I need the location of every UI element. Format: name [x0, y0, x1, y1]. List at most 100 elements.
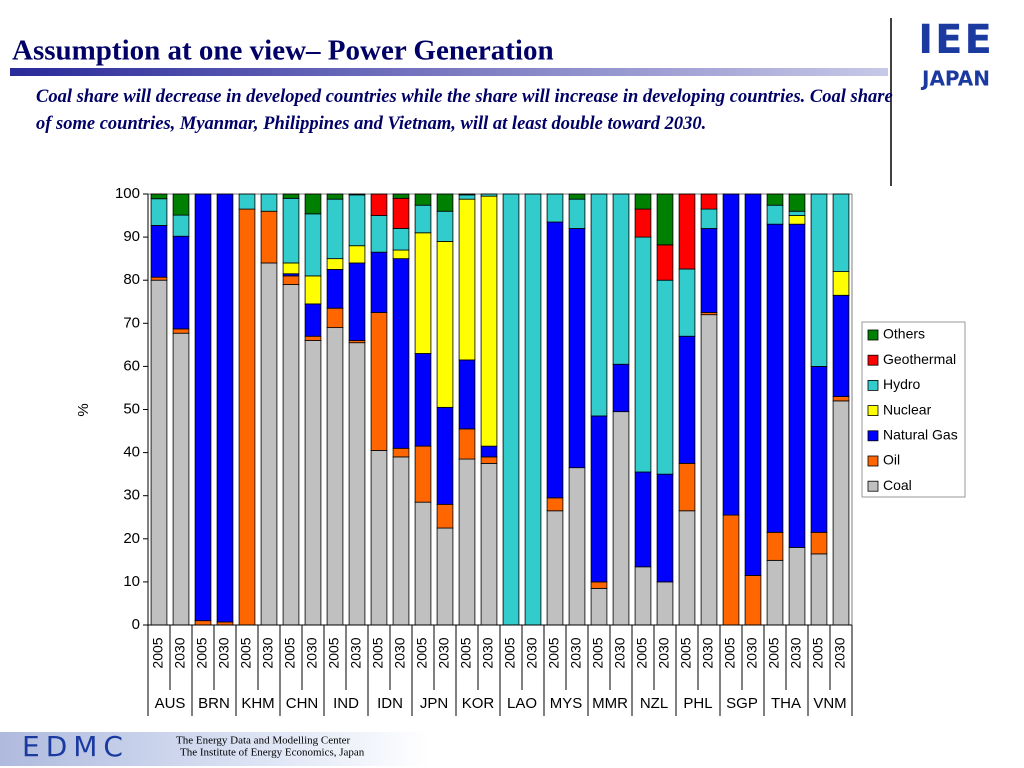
bar-segment: [810, 531, 828, 555]
footer-line: The Institute of Energy Economics, Japan: [180, 747, 365, 759]
bar-segment: [700, 314, 718, 626]
y-tick-label: 10: [123, 573, 140, 590]
group-label: CHN: [286, 695, 319, 712]
bar-segment: [678, 510, 696, 626]
bar-segment: [766, 559, 784, 626]
x-tick-label: 2030: [656, 637, 672, 668]
bar-segment: [568, 228, 586, 469]
group-label: PHL: [683, 695, 712, 712]
bar-segment: [458, 198, 476, 361]
bar-segment: [326, 193, 344, 200]
bar-segment: [304, 335, 322, 341]
bar-segment: [282, 262, 300, 275]
bar-segment: [832, 396, 850, 402]
group-label: LAO: [507, 695, 537, 712]
y-tick-label: 70: [123, 314, 140, 331]
bar-segment: [414, 193, 432, 206]
bar-segment: [788, 210, 806, 216]
bar-segment: [832, 271, 850, 296]
bar-segment: [150, 276, 168, 281]
x-tick-label: 2005: [766, 637, 782, 668]
bar-segment: [480, 193, 498, 197]
slide-title: Assumption at one view– Power Generation: [12, 35, 554, 67]
bar-segment: [480, 456, 498, 464]
legend-label: Nuclear: [883, 401, 932, 417]
bar-segment: [150, 225, 168, 278]
x-tick-label: 2030: [700, 637, 716, 668]
bar-segment: [700, 208, 718, 229]
bar-segment: [282, 275, 300, 285]
group-label: VNM: [813, 695, 846, 712]
y-tick-label: 80: [123, 271, 140, 288]
bar-segment: [678, 335, 696, 464]
bar-segment: [414, 445, 432, 503]
bar-segment: [348, 194, 366, 247]
bar-segment: [766, 193, 784, 206]
x-tick-label: 2005: [326, 637, 342, 668]
bar-segment: [172, 193, 190, 216]
bar-segment: [414, 501, 432, 626]
bar-segment: [524, 193, 542, 626]
x-tick-label: 2030: [524, 637, 540, 668]
x-tick-label: 2005: [590, 637, 606, 668]
bar-segment: [304, 213, 322, 277]
bar-segment: [502, 193, 520, 626]
legend-label: Others: [883, 326, 925, 342]
bar-segment: [392, 193, 410, 199]
y-tick-label: 60: [123, 357, 140, 374]
group-label: NZL: [640, 695, 668, 712]
bar-segment: [436, 406, 454, 505]
bar-segment: [392, 249, 410, 260]
bar-segment: [436, 241, 454, 408]
x-tick-label: 2030: [216, 637, 232, 668]
bar-segment: [150, 279, 168, 626]
x-tick-label: 2005: [810, 637, 826, 668]
bar-segment: [634, 471, 652, 568]
bar-segment: [238, 193, 256, 210]
legend-label: Natural Gas: [883, 427, 958, 443]
x-tick-label: 2005: [458, 637, 474, 668]
x-tick-label: 2005: [546, 637, 562, 668]
bar-segment: [458, 458, 476, 626]
bar-segment: [326, 198, 344, 260]
bar-segment: [348, 245, 366, 264]
x-tick-label: 2005: [150, 637, 166, 668]
x-tick-label: 2005: [634, 637, 650, 668]
bar-segment: [480, 195, 498, 447]
bar-segment: [436, 503, 454, 529]
bar-segment: [568, 467, 586, 626]
bar-segment: [260, 210, 278, 264]
bar-segment: [238, 208, 256, 626]
bar-segment: [304, 193, 322, 215]
bar-segment: [678, 462, 696, 512]
logo-japan: JAPAN: [920, 67, 990, 91]
bar-segment: [304, 303, 322, 337]
bar-segment: [216, 193, 234, 623]
bar-segment: [436, 210, 454, 242]
x-tick-label: 2005: [502, 637, 518, 668]
bar-segment: [744, 575, 762, 626]
bar-segment: [348, 262, 366, 341]
x-tick-label: 2030: [260, 637, 276, 668]
bar-segment: [590, 581, 608, 589]
y-tick-label: 90: [123, 228, 140, 245]
group-label: THA: [771, 695, 801, 712]
bar-segment: [810, 365, 828, 533]
bar-segment: [370, 312, 388, 451]
x-tick-label: 2030: [304, 637, 320, 668]
y-tick-label: 50: [123, 400, 140, 417]
bar-segment: [304, 340, 322, 626]
legend-swatch: [867, 430, 879, 442]
y-tick-label: 40: [123, 444, 140, 461]
bar-segment: [392, 456, 410, 626]
bar-segment: [744, 193, 762, 576]
x-tick-label: 2005: [370, 637, 386, 668]
bar-segment: [370, 193, 388, 216]
x-tick-label: 2030: [348, 637, 364, 668]
bar-segment: [678, 193, 696, 270]
x-tick-label: 2030: [480, 637, 496, 668]
bar-segment: [282, 284, 300, 626]
x-tick-label: 2005: [678, 637, 694, 668]
x-tick-label: 2030: [612, 637, 628, 668]
footer-line: The Energy Data and Modelling Center: [176, 735, 351, 747]
